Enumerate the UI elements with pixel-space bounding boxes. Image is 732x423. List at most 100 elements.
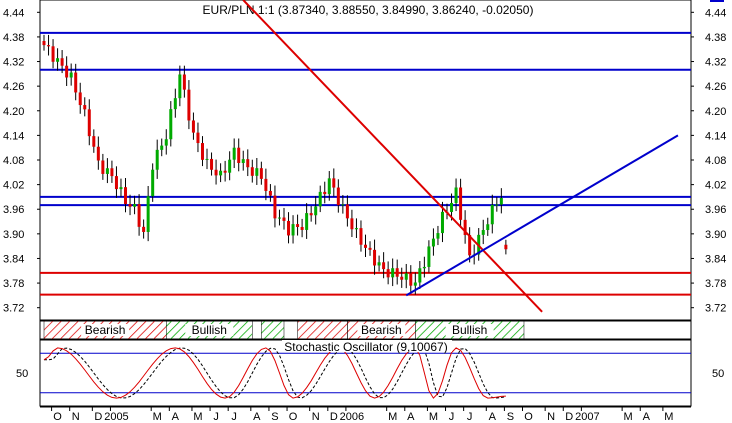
candle-body — [450, 202, 454, 212]
candle-body — [101, 160, 105, 174]
candle-body — [354, 228, 358, 230]
candle-body — [124, 187, 128, 205]
price-panel: EUR/PLN 1:1 (3.87340, 3.88550, 3.84990, … — [3, 0, 726, 321]
y-tick-label: 4.20 — [3, 106, 24, 118]
candle-body — [404, 273, 408, 280]
x-tick-label: S — [507, 411, 514, 423]
candle-body — [137, 204, 141, 227]
candle-body — [499, 197, 503, 205]
x-tick-label: A — [407, 411, 415, 423]
x-tick-label: A — [643, 411, 651, 423]
y-tick-label: 3.84 — [705, 253, 726, 265]
band-label: Bullish — [452, 323, 487, 337]
candle-body — [359, 228, 363, 245]
stochastic-tick-label: 50 — [16, 368, 28, 380]
y-tick-label: 4.14 — [705, 130, 726, 142]
trend-band-row: Bearish Bullish Bearish Bullish — [39, 320, 692, 340]
trend-lines — [242, 0, 679, 313]
candle-body — [273, 195, 277, 219]
candle-body — [178, 74, 182, 99]
candle-body — [42, 41, 46, 46]
y-tick-label: 3.72 — [705, 303, 726, 315]
candle-body — [114, 176, 118, 190]
candle-body — [105, 168, 109, 174]
candle-body — [191, 120, 195, 133]
candle-body — [78, 92, 82, 106]
x-tick-label: M — [429, 411, 438, 423]
candle-body — [332, 178, 336, 188]
candle-body — [300, 226, 304, 230]
candle-body — [504, 244, 508, 250]
x-tick-label: D — [565, 411, 573, 423]
chart-title: EUR/PLN 1:1 (3.87340, 3.88550, 3.84990, … — [203, 3, 534, 17]
candle-body — [196, 132, 200, 144]
candle-body — [282, 217, 286, 221]
candle-body — [431, 238, 435, 247]
x-tick-label: J — [231, 411, 237, 423]
x-tick-label: J — [449, 411, 455, 423]
candle-body — [60, 58, 64, 66]
band-label-bg — [445, 324, 494, 336]
x-tick-label: A — [489, 411, 497, 423]
candle-body — [173, 98, 177, 110]
x-tick-label: S — [271, 411, 278, 423]
candle-body — [142, 226, 146, 232]
candle-body — [382, 262, 386, 270]
y-axis-right: 4.44 4.38 4.32 4.26 4.20 4.14 4.08 4.02 3.96 3.90… — [691, 7, 726, 315]
x-tick-label: N — [547, 411, 555, 423]
candle-body — [187, 89, 191, 121]
y-tick-label: 4.02 — [3, 180, 24, 192]
x-tick-label: 2005 — [104, 411, 128, 423]
candle-body — [436, 233, 440, 239]
y-tick-label: 3.90 — [3, 229, 24, 241]
y-tick-label: 4.08 — [3, 155, 24, 167]
candle-body — [323, 191, 327, 195]
x-tick-label: O — [53, 411, 62, 423]
candle-body — [463, 219, 467, 236]
candle-body — [47, 45, 51, 47]
y-tick-label: 3.96 — [3, 204, 24, 216]
candle-body — [364, 244, 367, 248]
candle-body — [65, 65, 69, 78]
candle-body — [74, 72, 78, 93]
x-tick-label: D — [94, 411, 102, 423]
x-tick-label: O — [289, 411, 298, 423]
y-tick-label: 4.20 — [705, 106, 726, 118]
candle-body — [146, 196, 150, 232]
candle-body — [83, 105, 87, 110]
stochastic-title-bg — [282, 340, 452, 352]
candle-body — [259, 168, 263, 179]
x-tick-label: M — [624, 411, 633, 423]
band-label-bg — [81, 324, 130, 336]
x-tick-label: M — [193, 411, 202, 423]
y-tick-label: 4.32 — [705, 57, 726, 69]
candle-body — [237, 147, 241, 163]
candle-body — [56, 58, 60, 62]
candle-body — [228, 159, 232, 173]
candle-body — [133, 204, 137, 207]
y-tick-label: 3.72 — [3, 303, 24, 315]
candle-body — [368, 247, 372, 250]
price-panel-frame — [39, 0, 692, 321]
candle-body — [155, 149, 159, 170]
stochastic-main-line — [43, 347, 506, 399]
x-tick-label: 2007 — [575, 411, 599, 423]
candle-body — [486, 224, 490, 231]
x-tick-label: A — [172, 411, 180, 423]
candle-body — [69, 72, 73, 78]
candle-body — [87, 109, 91, 137]
candle-body — [250, 167, 254, 176]
candle-body — [223, 170, 227, 173]
candle-body — [291, 224, 295, 236]
candle-body — [128, 204, 132, 207]
candle-body — [373, 249, 377, 266]
candle-body — [200, 143, 204, 160]
candle-body — [92, 136, 96, 147]
candle-body — [395, 268, 399, 277]
candle-body — [391, 268, 395, 278]
trend-line — [405, 134, 679, 297]
candle-body — [341, 204, 345, 206]
candle-body — [440, 211, 444, 234]
candle-body — [495, 204, 499, 206]
